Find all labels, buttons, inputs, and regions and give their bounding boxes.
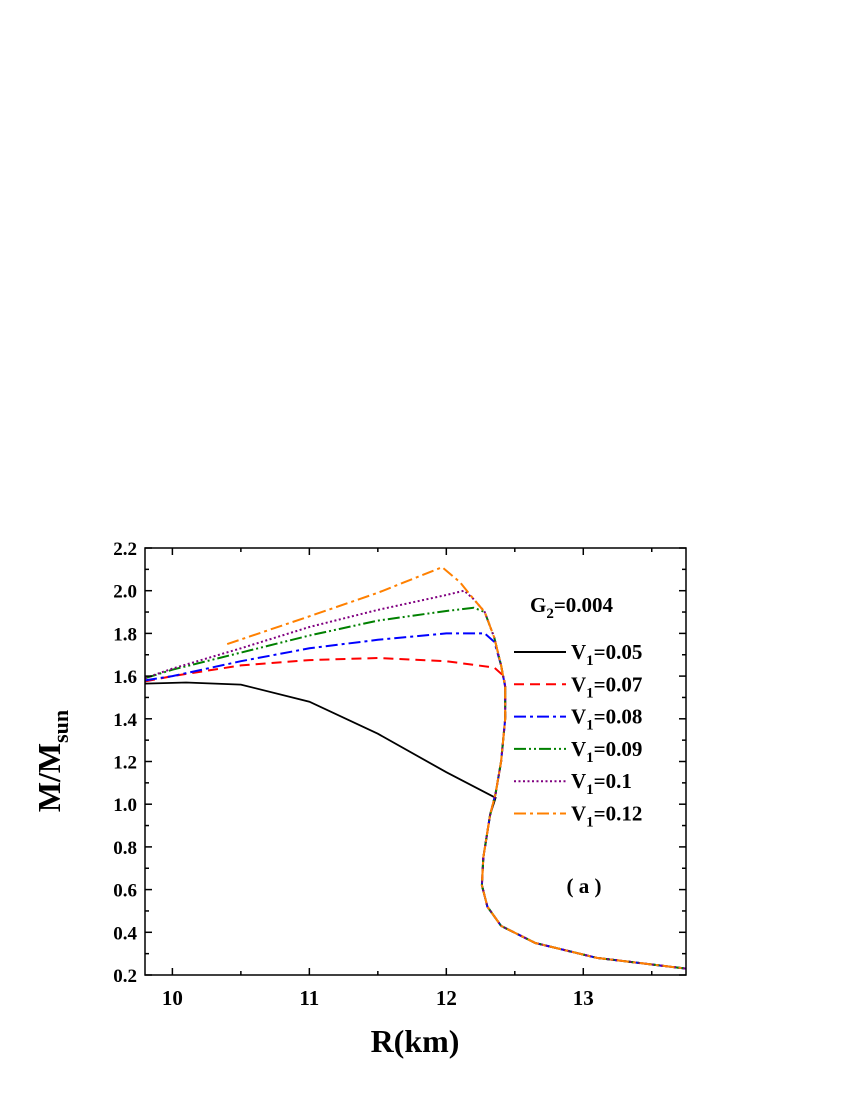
x-axis-label: R(km)	[371, 1023, 460, 1059]
parameter-label: G2=0.004	[530, 593, 614, 622]
y-axis-label: M/Msun	[31, 710, 73, 812]
y-tick-label: 1.6	[113, 667, 137, 688]
y-tick-label: 2.0	[113, 582, 137, 603]
y-tick-label: 0.2	[113, 966, 137, 987]
x-tick-label: 10	[162, 986, 183, 1010]
y-tick-label: 1.4	[113, 710, 137, 731]
series-line-V1-0-08	[144, 632, 687, 970]
x-tick-label: 11	[299, 986, 319, 1010]
y-tick-label: 0.8	[113, 838, 137, 859]
legend-entry: V1=0.09	[571, 737, 642, 766]
legend-entry: V1=0.1	[571, 769, 632, 798]
series-line-V1-0-12	[226, 566, 687, 970]
legend-entry: V1=0.12	[571, 802, 642, 831]
y-tick-label: 1.2	[113, 753, 137, 774]
legend-entry: V1=0.08	[571, 705, 642, 734]
x-tick-label: 12	[436, 986, 457, 1010]
y-tick-label: 2.2	[113, 539, 137, 560]
y-tick-label: 1.0	[113, 795, 137, 816]
y-tick-label: 0.6	[113, 881, 137, 902]
legend-entry: V1=0.07	[571, 672, 642, 701]
y-tick-label: 1.8	[113, 624, 137, 645]
legend: V1=0.05 V1=0.07 V1=0.08 V1=0.09 V1=0.1 V1=0.1…	[514, 640, 642, 831]
legend-entry: V1=0.05	[571, 640, 642, 669]
curves	[144, 566, 687, 970]
x-tick-label: 13	[573, 986, 594, 1010]
y-tick-label: 0.4	[113, 923, 137, 944]
panel-label: ( a )	[567, 874, 602, 898]
ticks: 10 11 12 13 0.2 0.4 0.6 0.8 1.0 1.2 1.4 1.6 1.8 2.0 2.…	[113, 539, 686, 1010]
